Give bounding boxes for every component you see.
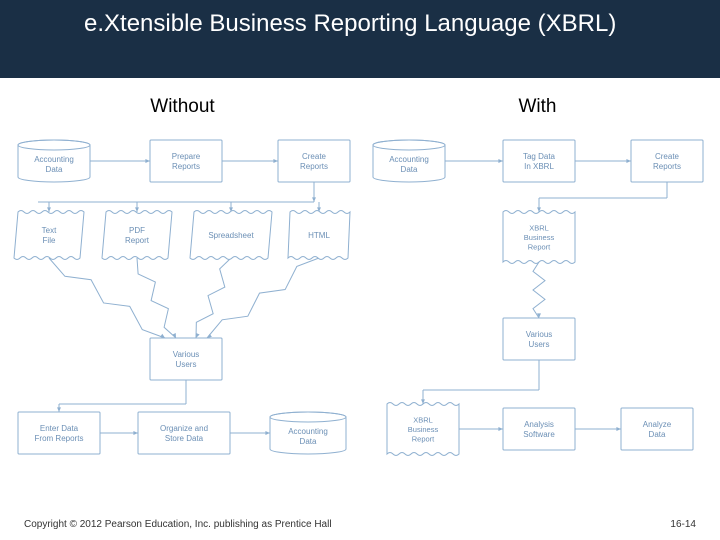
- svg-text:Accounting: Accounting: [34, 155, 74, 164]
- svg-text:Create: Create: [302, 152, 327, 161]
- left-header: Without: [10, 88, 355, 132]
- svg-text:Text: Text: [42, 226, 57, 235]
- svg-text:Reports: Reports: [172, 162, 200, 171]
- svg-text:Report: Report: [412, 434, 435, 443]
- svg-text:Organize and: Organize and: [160, 424, 208, 433]
- right-diagram: AccountingDataTag DataIn XBRLCreateRepor…: [365, 132, 710, 472]
- svg-text:PDF: PDF: [129, 226, 145, 235]
- page-number: 16-14: [670, 519, 696, 530]
- left-diagram: AccountingDataPrepareReportsCreateReport…: [10, 132, 355, 472]
- svg-text:Data: Data: [401, 165, 418, 174]
- svg-text:Prepare: Prepare: [172, 152, 201, 161]
- svg-text:Various: Various: [526, 330, 553, 339]
- svg-text:Reports: Reports: [653, 162, 681, 171]
- svg-text:Software: Software: [523, 430, 555, 439]
- svg-text:File: File: [43, 236, 56, 245]
- svg-text:Data: Data: [46, 165, 63, 174]
- svg-text:Store Data: Store Data: [165, 434, 204, 443]
- right-column: With AccountingDataTag DataIn XBRLCreate…: [365, 88, 710, 472]
- right-header: With: [365, 88, 710, 132]
- left-column: Without AccountingDataPrepareReportsCrea…: [10, 88, 355, 472]
- svg-text:Data: Data: [649, 430, 666, 439]
- svg-text:Accounting: Accounting: [389, 155, 429, 164]
- page-title: e.Xtensible Business Reporting Language …: [0, 8, 720, 39]
- svg-text:Spreadsheet: Spreadsheet: [208, 231, 254, 240]
- svg-text:Create: Create: [655, 152, 680, 161]
- svg-text:HTML: HTML: [308, 231, 330, 240]
- svg-text:XBRL: XBRL: [413, 415, 433, 424]
- svg-text:Various: Various: [173, 350, 200, 359]
- svg-text:Business: Business: [524, 233, 555, 242]
- svg-text:Business: Business: [408, 425, 439, 434]
- svg-text:XBRL: XBRL: [529, 223, 549, 232]
- copyright: Copyright © 2012 Pearson Education, Inc.…: [24, 519, 332, 530]
- footer: Copyright © 2012 Pearson Education, Inc.…: [0, 519, 720, 530]
- columns: Without AccountingDataPrepareReportsCrea…: [0, 78, 720, 472]
- svg-text:Analysis: Analysis: [524, 420, 554, 429]
- title-bar: e.Xtensible Business Reporting Language …: [0, 0, 720, 78]
- svg-text:Enter Data: Enter Data: [40, 424, 79, 433]
- svg-text:Analyze: Analyze: [643, 420, 672, 429]
- svg-text:Accounting: Accounting: [288, 427, 328, 436]
- svg-text:In XBRL: In XBRL: [524, 162, 554, 171]
- svg-text:Reports: Reports: [300, 162, 328, 171]
- svg-text:From Reports: From Reports: [35, 434, 84, 443]
- svg-text:Report: Report: [125, 236, 150, 245]
- svg-text:Users: Users: [176, 360, 197, 369]
- svg-text:Users: Users: [529, 340, 550, 349]
- svg-text:Report: Report: [528, 242, 551, 251]
- svg-text:Tag Data: Tag Data: [523, 152, 556, 161]
- svg-text:Data: Data: [300, 437, 317, 446]
